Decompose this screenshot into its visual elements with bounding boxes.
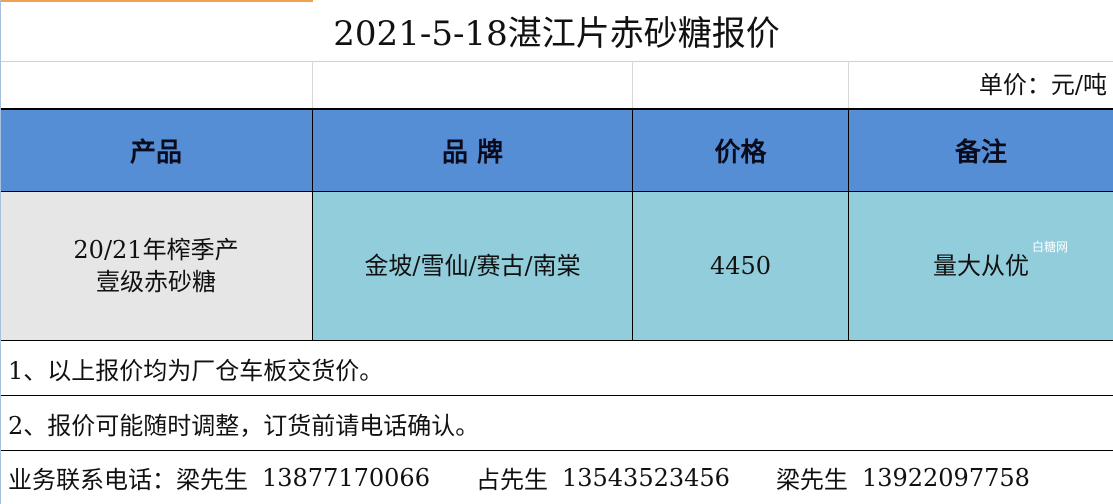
contact-name: 梁先生 (176, 466, 248, 494)
unit-label: 单价：元/吨 (978, 71, 1107, 99)
brand-cell[interactable]: 金坡/雪仙/赛古/南棠 (313, 192, 633, 341)
header-remark: 备注 (849, 108, 1113, 192)
product-line-1: 20/21年榨季产 (73, 236, 239, 264)
contact-phone: 13877170066 (262, 463, 430, 492)
header-brand: 品 牌 (313, 108, 633, 192)
contact-row[interactable]: 业务联系电话： 梁先生 13877170066 占先生 13543523456 … (0, 451, 1113, 504)
contact-name: 占先生 (475, 466, 548, 494)
product-cell[interactable]: 20/21年榨季产 壹级赤砂糖 (0, 192, 313, 341)
watermark: 白糖网 (1032, 240, 1069, 254)
note-1[interactable]: 1、以上报价均为厂仓车板交货价。 (0, 341, 1113, 396)
price-cell[interactable]: 4450 (633, 192, 849, 341)
empty-cell[interactable] (313, 62, 633, 108)
page-title: 2021-5-18湛江片赤砂糖报价 (0, 0, 1113, 62)
contact-name: 梁先生 (775, 466, 848, 494)
header-product: 产品 (0, 108, 313, 192)
note-2[interactable]: 2、报价可能随时调整，订货前请电话确认。 (0, 396, 1113, 451)
product-line-2: 壹级赤砂糖 (96, 268, 216, 296)
empty-cell[interactable] (633, 62, 849, 108)
empty-cell[interactable] (0, 62, 313, 108)
contact-label: 业务联系电话： (8, 466, 176, 494)
grid-line (0, 0, 1, 504)
contact-phone: 13922097758 (861, 463, 1030, 492)
remark-cell[interactable]: 量大从优 (849, 192, 1113, 341)
selection-border (0, 0, 313, 2)
header-price: 价格 (633, 108, 849, 192)
contact-phone: 13543523456 (561, 463, 730, 492)
